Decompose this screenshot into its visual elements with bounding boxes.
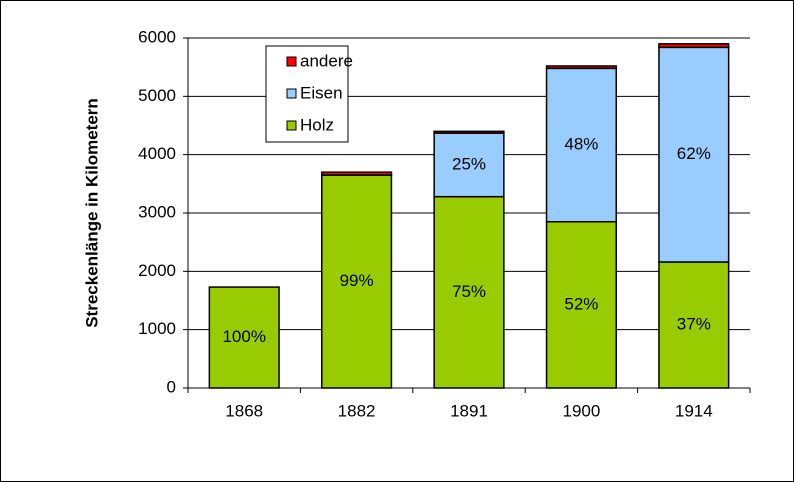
data-label: 100% (222, 327, 265, 346)
bar-segment (208, 286, 280, 389)
bar-segment (658, 46, 730, 263)
legend-swatch (286, 56, 297, 67)
y-axis-title: Streckenlänge in Kilometern (82, 98, 101, 328)
y-tick-label: 0 (167, 377, 176, 396)
data-label: 48% (564, 135, 598, 154)
legend-label: Eisen (300, 83, 343, 102)
x-tick-label: 1868 (225, 401, 263, 420)
x-tick-label: 1914 (675, 401, 713, 420)
bar-segment (433, 132, 505, 198)
y-tick-label: 5000 (138, 86, 176, 105)
data-label: 99% (340, 271, 374, 290)
data-label: 52% (564, 294, 598, 313)
bar-segment (545, 67, 617, 223)
legend-label: Holz (300, 115, 334, 134)
legend-box (265, 45, 349, 143)
bar-segment (545, 65, 617, 70)
legend-swatch (286, 120, 297, 131)
data-label: 75% (452, 282, 486, 301)
y-tick-label: 1000 (138, 319, 176, 338)
data-label: 37% (677, 314, 711, 333)
legend-label: andere (300, 51, 353, 70)
data-label: 62% (677, 144, 711, 163)
bar-segment (433, 130, 505, 134)
y-tick-label: 3000 (138, 202, 176, 221)
bar-segment (658, 261, 730, 389)
data-label: 25% (452, 154, 486, 173)
x-tick-label: 1891 (450, 401, 488, 420)
x-tick-label: 1882 (338, 401, 376, 420)
bar-segment (658, 43, 730, 49)
y-tick-label: 2000 (138, 261, 176, 280)
x-tick-label: 1900 (562, 401, 600, 420)
y-tick-label: 6000 (138, 27, 176, 46)
legend-swatch (286, 88, 297, 99)
y-tick-label: 4000 (138, 144, 176, 163)
bar-segment (321, 171, 393, 176)
